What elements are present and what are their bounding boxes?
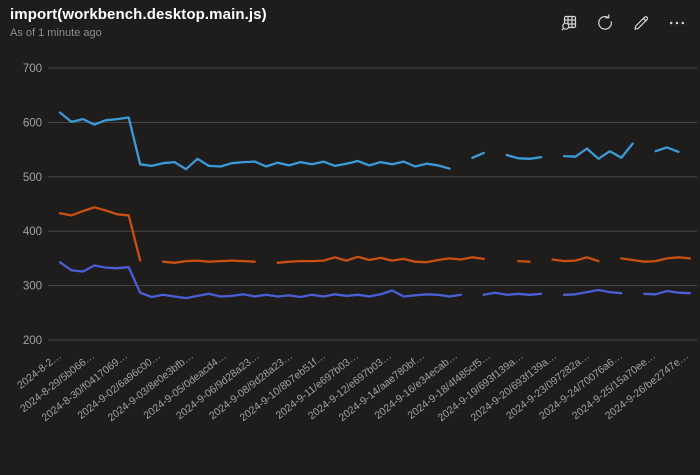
perf-line-chart[interactable]: 700 600 500 400 300 200 2024-8-2… 2024-8-29/5b0… (0, 45, 700, 470)
last-updated-text: As of 1 minute ago (10, 27, 102, 39)
refresh-icon (598, 14, 612, 30)
series-blue-line (58, 111, 680, 171)
refresh-button[interactable] (590, 8, 620, 38)
pencil-icon (634, 16, 649, 30)
y-axis-tick-label: 700 (23, 63, 42, 75)
view-data-button[interactable] (554, 8, 584, 38)
series-orange-line (58, 206, 692, 264)
table-search-icon (561, 15, 577, 31)
page-title: import(workbench.desktop.main.js) (10, 6, 267, 23)
widget-titles: import(workbench.desktop.main.js) As of … (10, 6, 267, 39)
widget-toolbar (554, 6, 692, 38)
y-axis-tick-label: 600 (23, 117, 42, 129)
y-axis-tick-label: 300 (23, 281, 42, 293)
more-options-button[interactable] (662, 8, 692, 38)
ellipsis-icon (669, 21, 685, 25)
y-axis-tick-label: 500 (23, 172, 42, 184)
edit-button[interactable] (626, 8, 656, 38)
y-axis-tick-label: 200 (23, 335, 42, 347)
y-axis-tick-label: 400 (23, 226, 42, 238)
widget-header: import(workbench.desktop.main.js) As of … (10, 6, 692, 39)
series-purple-line (58, 261, 692, 300)
